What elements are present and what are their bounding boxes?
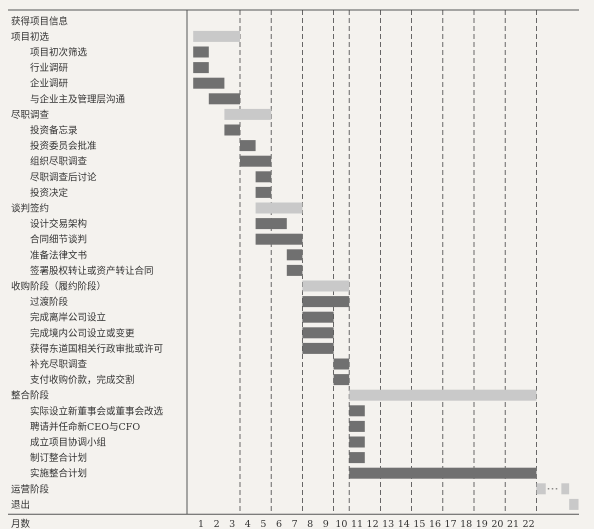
task-label: 项目初次筛选 bbox=[30, 47, 88, 59]
phase-label: 尽职调查 bbox=[11, 109, 50, 121]
phase-label: 收购阶段（履约阶段） bbox=[11, 281, 106, 293]
phase-bar bbox=[569, 498, 579, 510]
task-label: 完成境内公司设立或变更 bbox=[30, 327, 135, 339]
task-bar bbox=[240, 140, 256, 152]
phase-bar bbox=[255, 202, 303, 214]
task-bar bbox=[286, 249, 303, 261]
phase-bar bbox=[536, 483, 546, 495]
task-label: 制订整合计划 bbox=[30, 452, 87, 464]
task-bar bbox=[208, 93, 240, 105]
x-tick-label: 19 bbox=[476, 519, 488, 529]
task-label: 企业调研 bbox=[30, 78, 69, 90]
task-bar bbox=[255, 171, 272, 183]
task-bar bbox=[286, 264, 303, 276]
grid-layer bbox=[8, 9, 579, 515]
task-bar bbox=[302, 311, 334, 323]
task-bar bbox=[224, 124, 240, 136]
task-bar bbox=[255, 218, 287, 230]
phase-label: 整合阶段 bbox=[11, 390, 50, 402]
task-label: 准备法律文书 bbox=[30, 249, 88, 261]
task-label: 设计交易架构 bbox=[30, 218, 87, 230]
x-tick-label: 20 bbox=[491, 519, 503, 529]
x-tick-label: 11 bbox=[351, 519, 363, 529]
task-label: 行业调研 bbox=[30, 62, 69, 74]
task-label: 尽职调查后讨论 bbox=[30, 171, 97, 183]
x-axis-label: 月数 bbox=[11, 518, 31, 529]
task-bar bbox=[349, 467, 537, 479]
task-label: 投资委员会批准 bbox=[30, 140, 97, 152]
axis-layer: 月数 1 2 3 4 5 6 7 8 9 10 11 12 13 14 15 16 17 18 19 20 21 22 bbox=[11, 518, 535, 529]
x-tick-label: 5 bbox=[260, 519, 266, 529]
task-bar bbox=[193, 46, 209, 58]
task-label: 投资决定 bbox=[30, 187, 69, 199]
x-tick-label: 1 bbox=[198, 519, 204, 529]
task-bar bbox=[349, 452, 365, 464]
task-bar bbox=[302, 342, 334, 354]
task-label: 签署股权转让或资产转让合同 bbox=[30, 265, 154, 277]
task-label: 补充尽职调查 bbox=[30, 359, 88, 371]
x-tick-label: 4 bbox=[245, 519, 251, 529]
x-tick-label: 16 bbox=[429, 519, 441, 529]
x-tick-label: 6 bbox=[276, 519, 282, 529]
phase-bar bbox=[302, 280, 350, 292]
label-layer: 获得项目信息项目初选项目初次筛选行业调研企业调研与企业主及管理层沟通尽职调查投资… bbox=[11, 15, 164, 511]
task-bar bbox=[255, 186, 272, 198]
x-tick-label: 14 bbox=[398, 519, 410, 529]
task-label: 获得东道国相关行政审批或许可 bbox=[30, 343, 163, 355]
phase-label: 运营阶段 bbox=[11, 483, 50, 495]
task-bar bbox=[333, 374, 350, 386]
phase-label: 谈判签约 bbox=[11, 203, 49, 215]
task-bar bbox=[349, 420, 365, 432]
task-bar bbox=[255, 233, 303, 245]
x-tick-label: 12 bbox=[367, 519, 379, 529]
phase-label: 退出 bbox=[11, 499, 30, 511]
x-tick-label: 13 bbox=[382, 519, 394, 529]
x-tick-label: 8 bbox=[307, 519, 313, 529]
task-bar bbox=[302, 327, 334, 339]
task-bar bbox=[193, 77, 225, 89]
task-label: 实施整合计划 bbox=[30, 468, 87, 480]
task-label: 完成离岸公司设立 bbox=[30, 312, 106, 324]
x-tick-label: 7 bbox=[292, 519, 298, 529]
task-bar bbox=[240, 155, 272, 167]
x-tick-label: 9 bbox=[323, 519, 329, 529]
x-tick-label: 10 bbox=[335, 519, 347, 529]
phase-bar bbox=[193, 30, 240, 42]
task-label: 过渡阶段 bbox=[30, 296, 69, 308]
task-label: 投资备忘录 bbox=[30, 125, 78, 137]
task-bar bbox=[349, 436, 365, 448]
task-label: 与企业主及管理层沟通 bbox=[30, 93, 126, 105]
x-tick-label: 3 bbox=[229, 519, 235, 529]
task-label: 聘请并任命新CEO与CFO bbox=[30, 421, 140, 433]
task-label: 组织尽职调查 bbox=[30, 156, 88, 168]
x-tick-label: 22 bbox=[523, 519, 535, 529]
x-tick-label: 2 bbox=[214, 519, 220, 529]
task-label: 实际设立新董事会或董事会改选 bbox=[30, 405, 164, 417]
x-tick-label: 17 bbox=[445, 519, 457, 529]
task-bar bbox=[193, 62, 209, 74]
x-tick-label: 18 bbox=[460, 519, 472, 529]
bar-layer bbox=[193, 30, 579, 510]
x-tick-label: 15 bbox=[413, 519, 425, 529]
phase-label: 项目初选 bbox=[11, 31, 50, 43]
phase-label: 获得项目信息 bbox=[11, 15, 68, 27]
phase-bar bbox=[224, 108, 272, 120]
phase-bar bbox=[561, 483, 570, 495]
task-label: 成立项目协调小组 bbox=[30, 437, 107, 449]
task-bar bbox=[333, 358, 350, 370]
task-label: 支付收购价款，完成交割 bbox=[30, 374, 135, 386]
task-bar bbox=[349, 405, 365, 417]
x-tick-label: 21 bbox=[507, 519, 519, 529]
phase-bar bbox=[349, 389, 537, 401]
task-bar bbox=[302, 296, 350, 308]
task-label: 合同细节谈判 bbox=[30, 234, 87, 246]
